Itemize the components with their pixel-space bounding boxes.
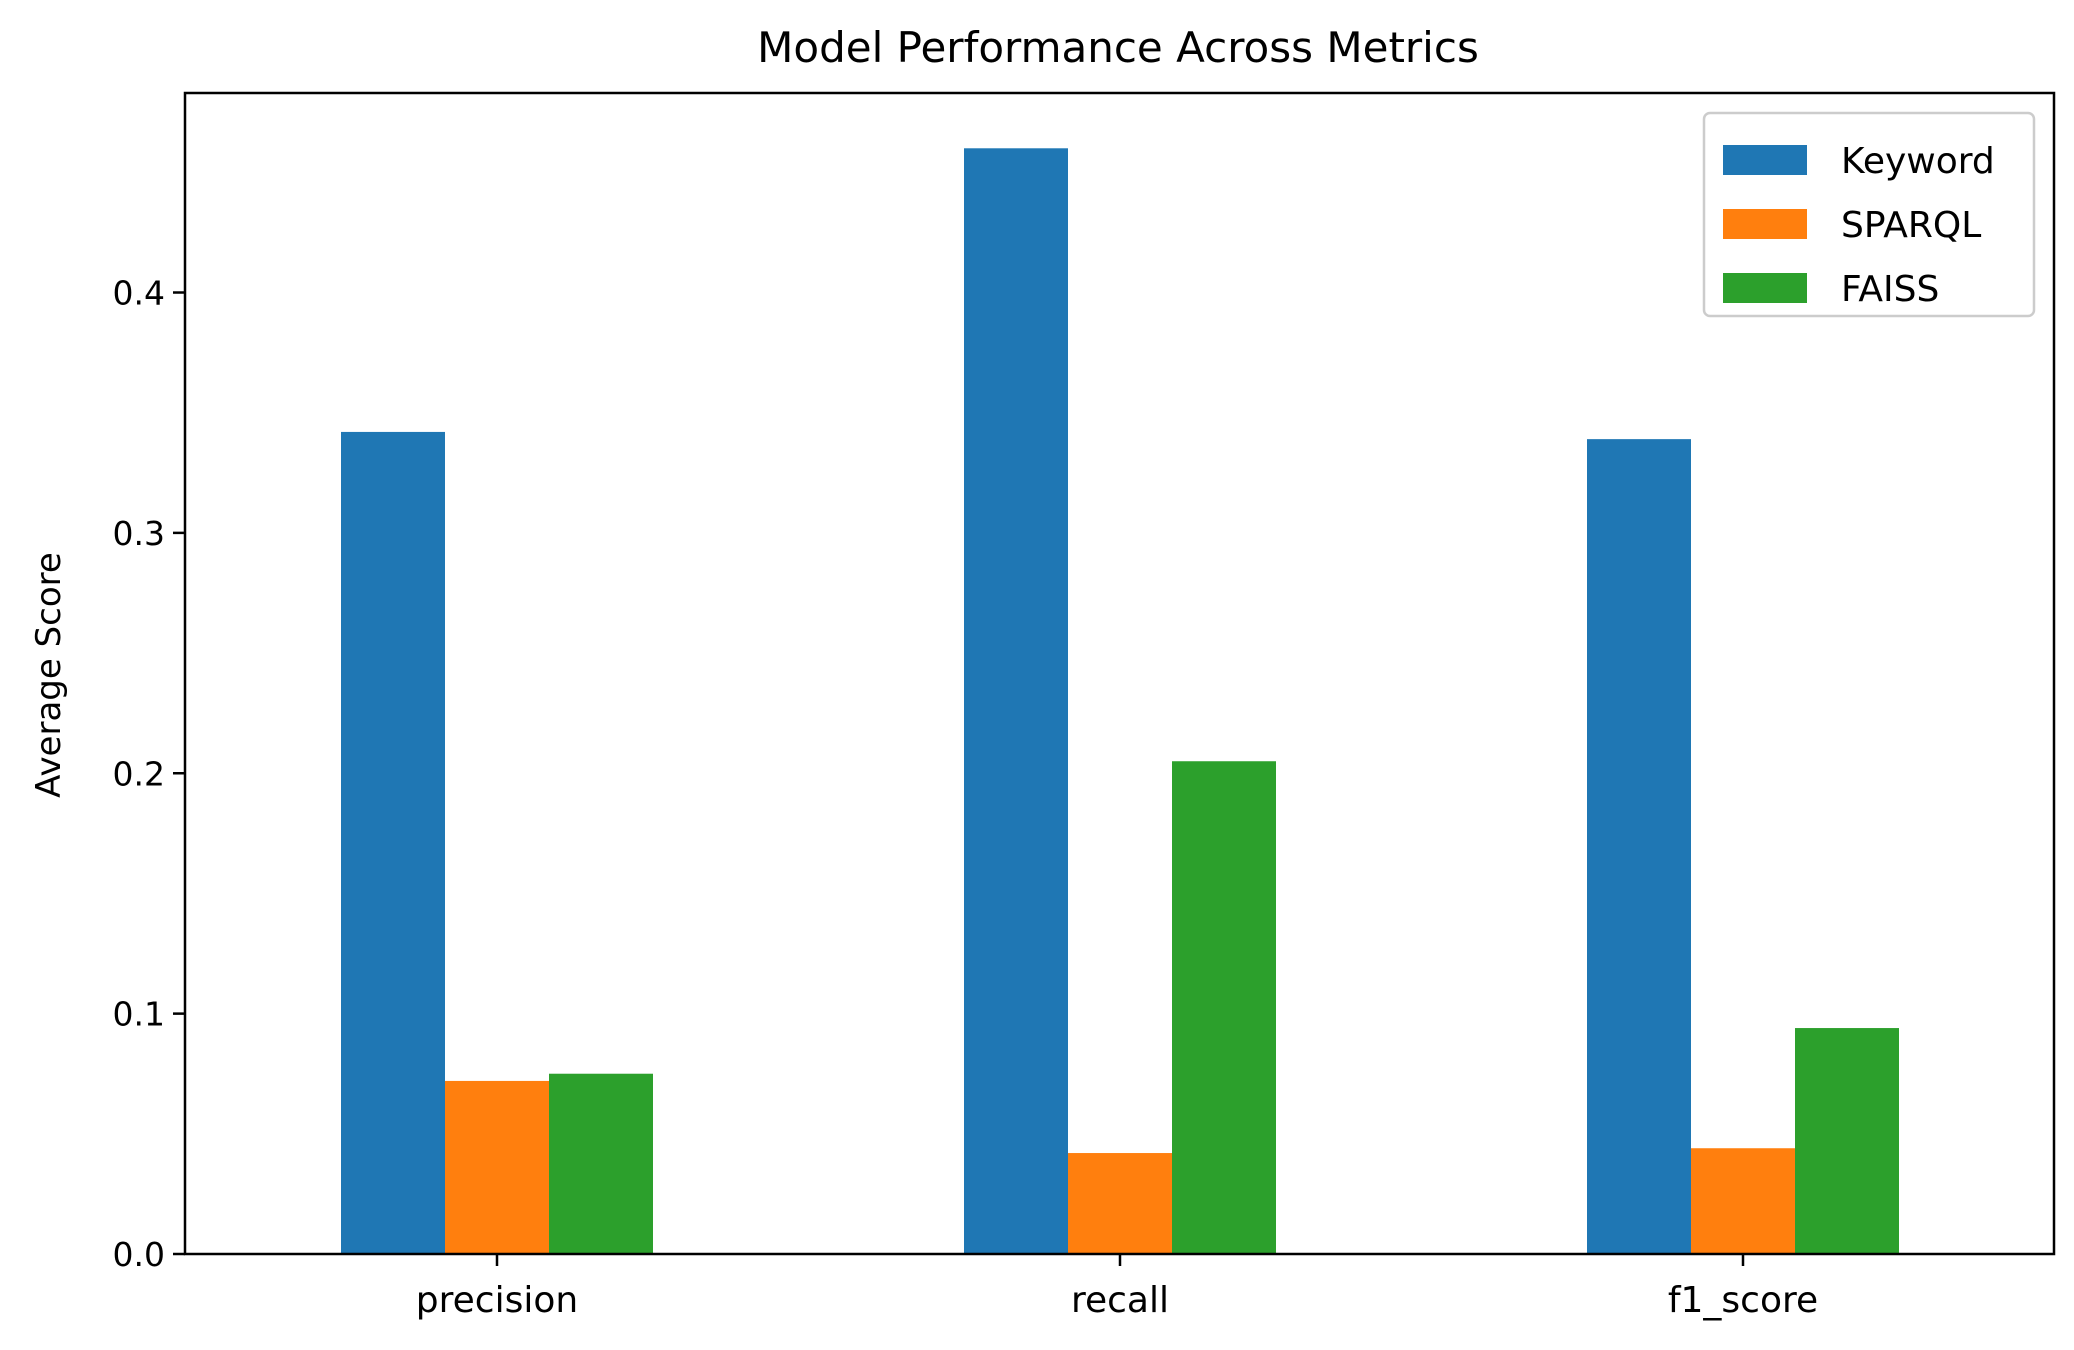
y-tick-label: 0.2	[113, 754, 165, 793]
bar-keyword-recall	[964, 148, 1068, 1254]
y-axis: 0.0 0.1 0.2 0.3 0.4	[113, 274, 185, 1274]
legend-swatch-keyword	[1723, 145, 1807, 175]
bar-keyword-precision	[341, 431, 445, 1254]
bars-group	[341, 148, 1899, 1254]
bar-sparql-precision	[445, 1080, 549, 1254]
bar-keyword-f1_score	[1587, 439, 1691, 1254]
chart-title: Model Performance Across Metrics	[757, 23, 1479, 72]
y-axis-label: Average Score	[29, 552, 69, 798]
y-tick-label: 0.3	[113, 514, 165, 553]
bar-faiss-recall	[1172, 761, 1276, 1254]
legend-label-sparql: SPARQL	[1841, 205, 1981, 246]
bar-sparql-recall	[1068, 1153, 1172, 1254]
x-axis: precision recall f1_score	[416, 1254, 1818, 1321]
bar-faiss-f1_score	[1795, 1028, 1899, 1254]
legend-swatch-sparql	[1723, 209, 1807, 239]
y-tick-label: 0.4	[113, 274, 165, 313]
legend: Keyword SPARQL FAISS	[1702, 111, 2036, 318]
x-tick-label: precision	[416, 1280, 578, 1321]
x-tick-label: f1_score	[1668, 1280, 1818, 1321]
x-tick-label: recall	[1071, 1280, 1169, 1321]
y-tick-label: 0.1	[113, 995, 165, 1034]
y-tick-label: 0.0	[113, 1235, 165, 1274]
legend-swatch-faiss	[1723, 273, 1807, 303]
legend-label-faiss: FAISS	[1841, 269, 1939, 310]
bar-faiss-precision	[549, 1073, 653, 1254]
bar-sparql-f1_score	[1691, 1148, 1795, 1254]
legend-label-keyword: Keyword	[1841, 141, 1995, 182]
plot-frame	[183, 91, 2056, 1256]
